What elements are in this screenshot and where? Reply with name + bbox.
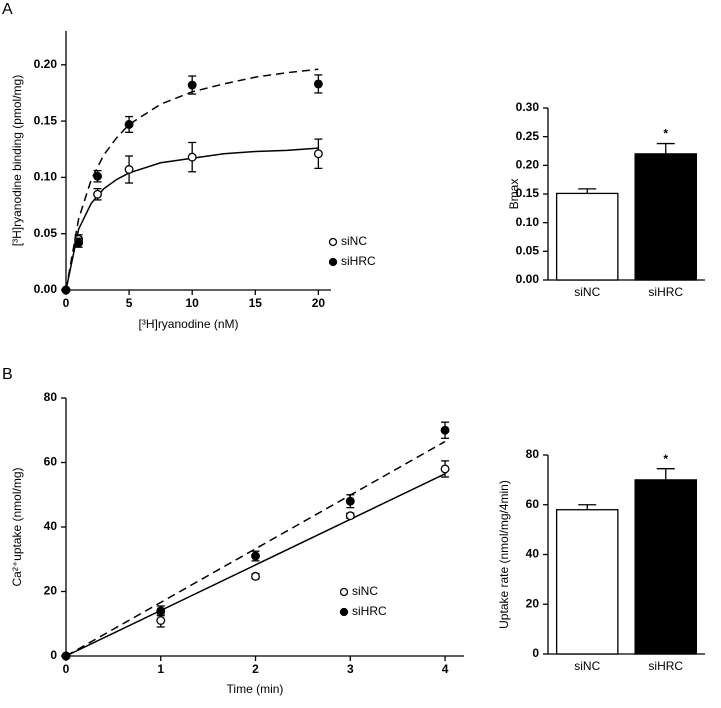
x-tick-label: 20 [312, 296, 326, 310]
y-tick-label: 20 [526, 596, 540, 610]
y-tick-label: 0.30 [516, 100, 540, 114]
x-axis-label: [³H]ryanodine (nM) [138, 317, 238, 331]
y-tick-label: 80 [44, 390, 58, 404]
data-point [313, 79, 323, 89]
x-tick-label: 1 [157, 662, 164, 676]
error-bar [656, 142, 675, 154]
legend-label: siHRC [341, 254, 376, 268]
y-tick-label: 0 [50, 648, 57, 662]
data-point [251, 571, 260, 581]
data-point [187, 80, 197, 90]
data-point [440, 425, 450, 435]
data-point [61, 285, 71, 295]
data-point [156, 606, 166, 616]
data-point [156, 616, 166, 625]
data-point [440, 464, 450, 474]
y-tick-label: 0.10 [34, 170, 58, 184]
data-point [187, 152, 197, 162]
y-tick-label: 0.20 [516, 158, 540, 172]
data-point [124, 120, 134, 129]
y-tick-label: 0.25 [516, 129, 540, 143]
legend-marker [339, 607, 349, 617]
y-tick-label: 0.00 [516, 272, 540, 286]
panel-label: A [2, 1, 13, 18]
y-tick-label: 0.15 [516, 186, 540, 200]
significance-mark: * [663, 127, 668, 141]
x-tick-label: siNC [574, 285, 600, 299]
significance-mark: * [663, 452, 668, 466]
x-tick-label: 2 [252, 662, 259, 676]
fit-line [65, 473, 446, 657]
fit-line [65, 440, 446, 657]
y-tick-label: 60 [44, 455, 58, 469]
x-tick-label: 10 [186, 296, 200, 310]
x-tick-label: siHRC [648, 285, 683, 299]
data-point [74, 238, 84, 248]
panel-label: B [2, 366, 13, 383]
x-tick-label: 15 [249, 296, 263, 310]
x-tick-label: 4 [442, 662, 449, 676]
data-point [345, 511, 355, 521]
y-tick-label: 0.15 [34, 113, 58, 127]
fit-line [65, 147, 319, 291]
bar [634, 153, 698, 281]
y-axis-label: Ca²⁺uptake (nmol/mg) [10, 467, 24, 586]
data-point [124, 165, 134, 174]
legend-label: siHRC [352, 604, 387, 618]
y-tick-label: 0.00 [34, 282, 58, 296]
bar [555, 509, 619, 655]
y-tick-label: 40 [526, 547, 540, 561]
data-point [251, 551, 260, 561]
y-axis-label: [³H]ryanodine binding (pmol/mg) [10, 75, 24, 246]
data-point [61, 651, 71, 661]
y-tick-label: 0.05 [34, 226, 58, 240]
legend-marker [339, 587, 349, 597]
error-bar [656, 468, 675, 480]
y-tick-label: 20 [44, 584, 58, 598]
bar [634, 479, 698, 655]
y-tick-label: 0.10 [516, 215, 540, 229]
y-tick-label: 40 [44, 519, 58, 533]
error-bar [578, 504, 597, 510]
y-tick-label: 0.05 [516, 244, 540, 258]
x-tick-label: 0 [63, 662, 70, 676]
x-tick-label: siNC [574, 659, 600, 673]
legend-label: siNC [341, 234, 367, 248]
y-tick-label: 60 [526, 497, 540, 511]
legend-marker [328, 257, 338, 267]
error-bar [578, 188, 597, 194]
legend-marker [328, 237, 338, 247]
x-tick-label: 3 [347, 662, 354, 676]
bar [555, 192, 619, 281]
x-tick-label: siHRC [648, 659, 683, 673]
x-tick-label: 0 [63, 296, 70, 310]
y-tick-label: 80 [526, 447, 540, 461]
legend-label: siNC [352, 584, 378, 598]
data-point [345, 496, 355, 506]
y-axis-label: Uptake rate (nmol/mg/4min) [497, 480, 511, 629]
x-tick-label: 5 [126, 296, 133, 310]
data-point [93, 171, 102, 181]
y-tick-label: 0.20 [34, 57, 58, 71]
data-point [93, 189, 102, 199]
y-axis-label: Bmax [507, 179, 521, 210]
fit-line [65, 68, 319, 291]
data-point [313, 149, 323, 159]
y-tick-label: 0 [532, 646, 539, 660]
x-axis-label: Time (min) [227, 682, 284, 696]
